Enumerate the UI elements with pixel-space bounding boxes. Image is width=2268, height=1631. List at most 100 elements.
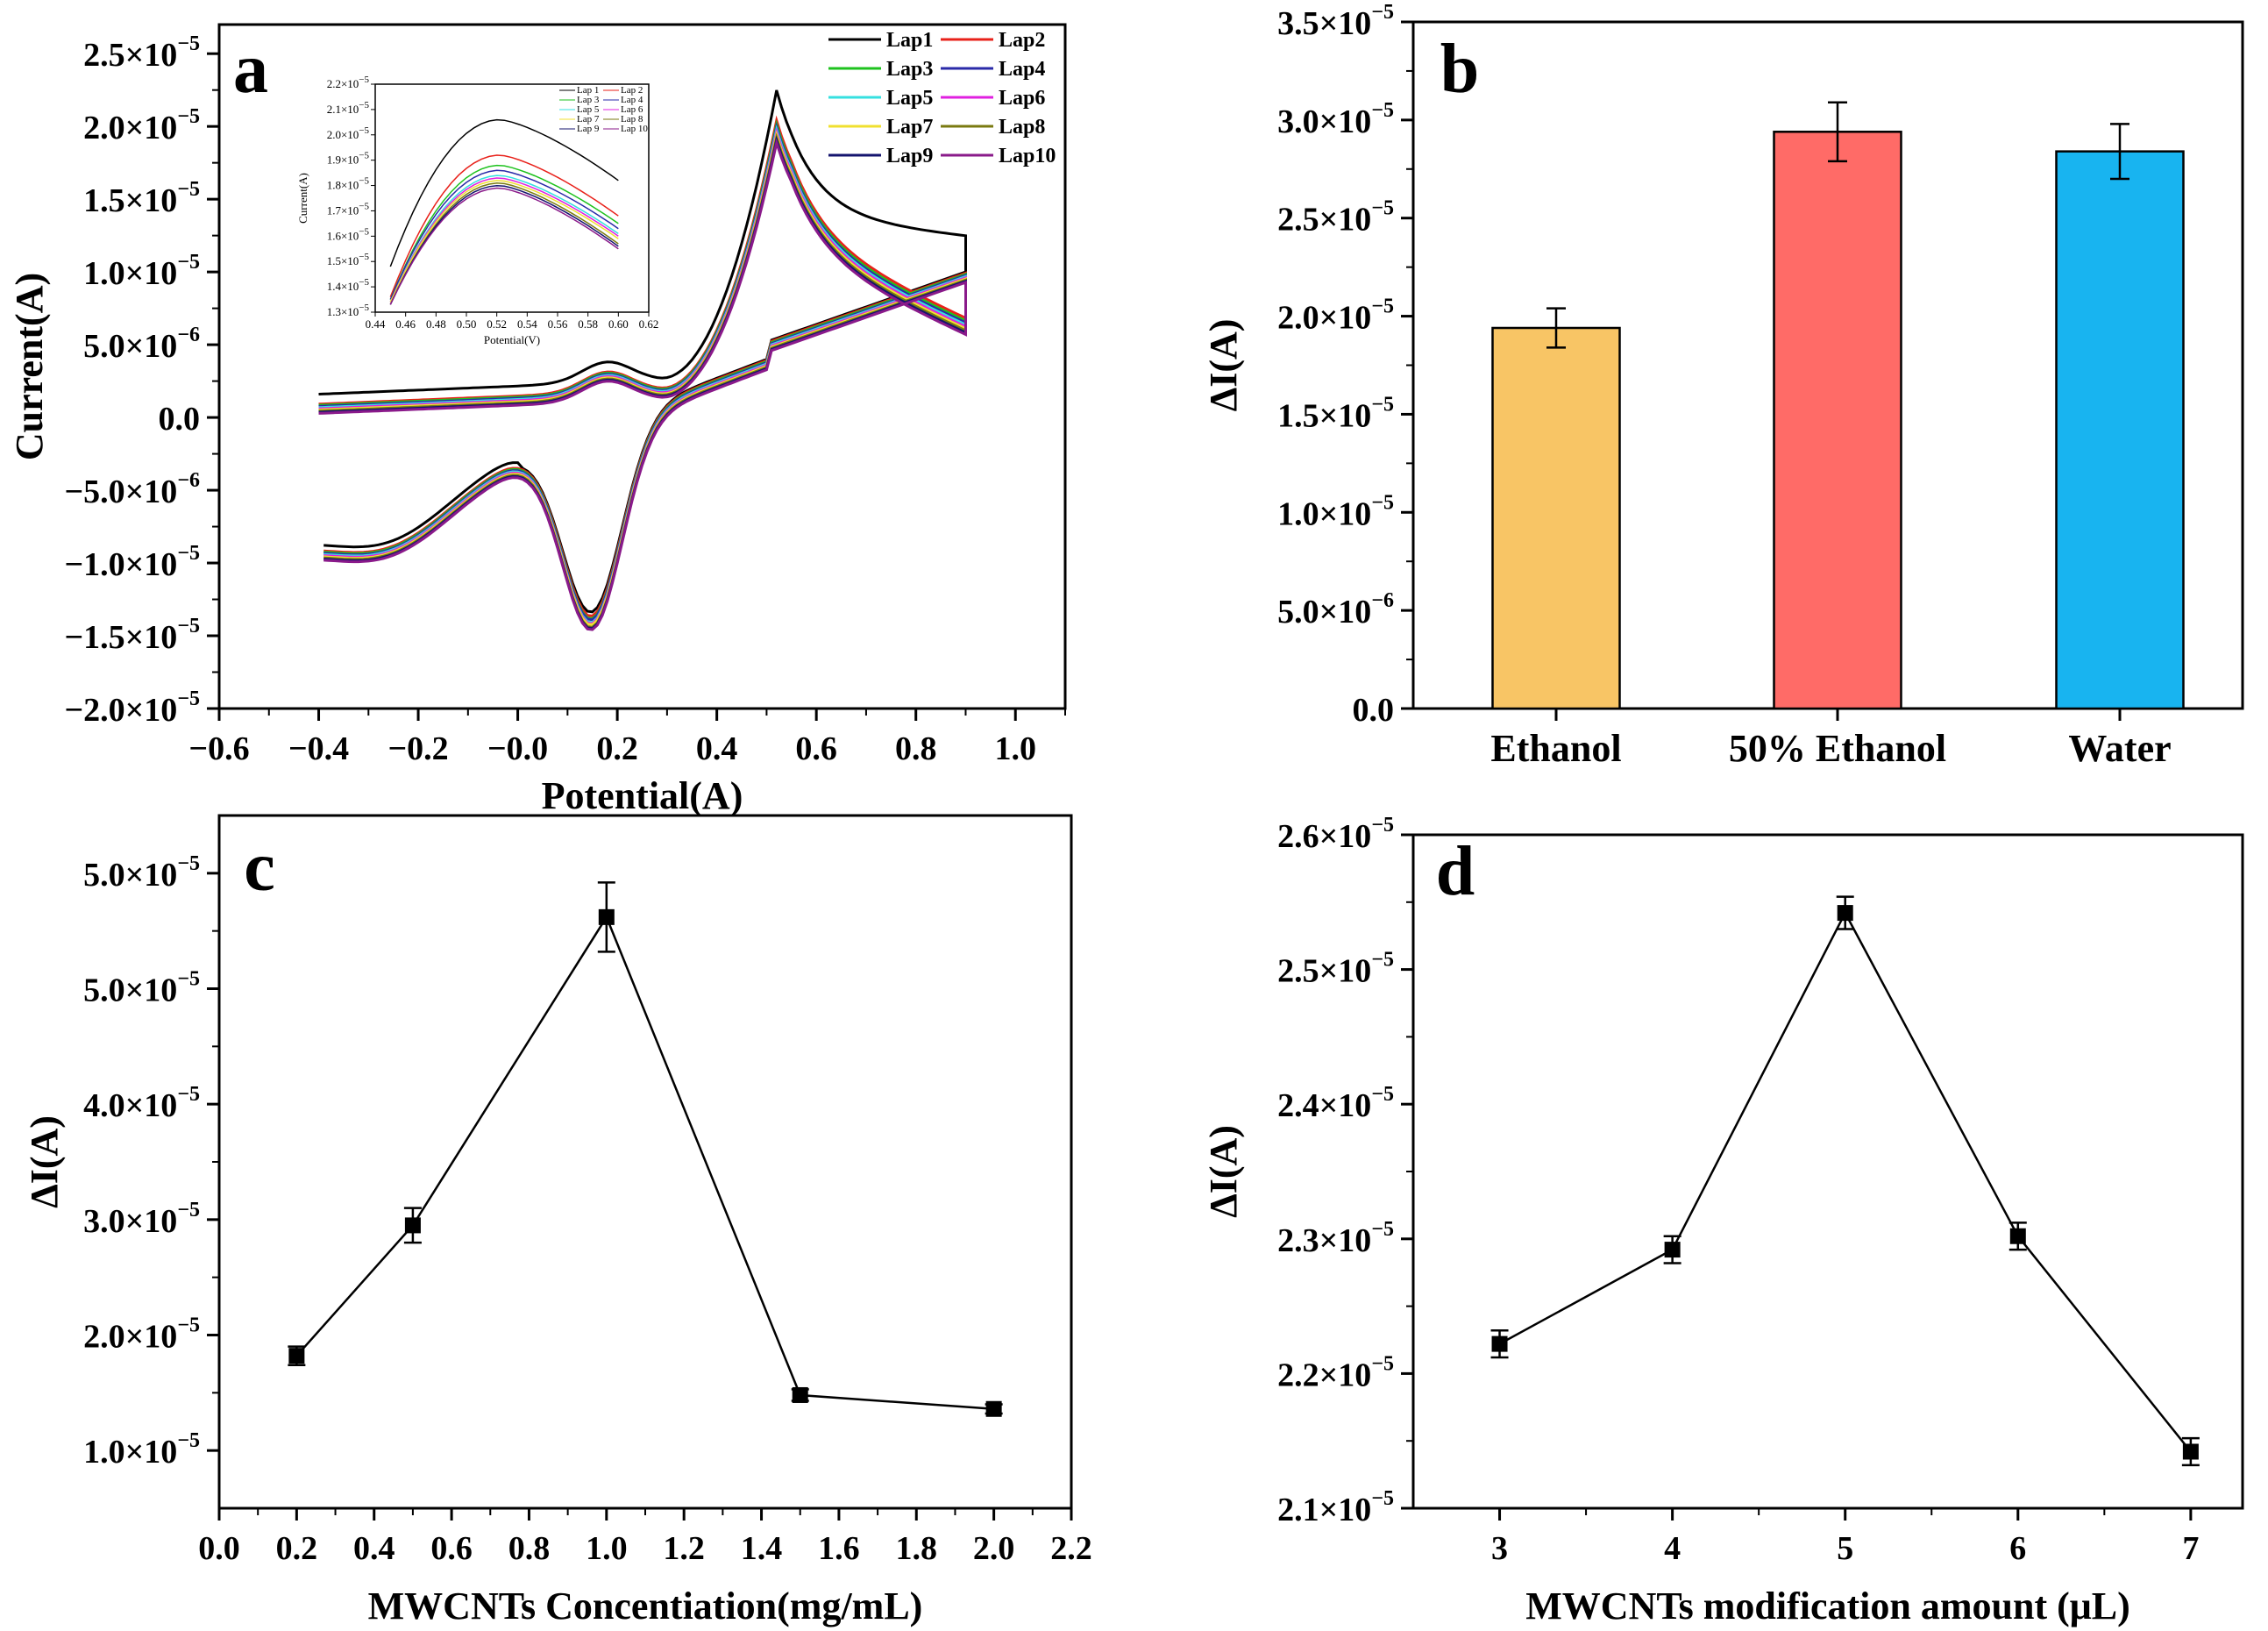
y-tick-label: 1.0×10−5 [1277,491,1394,532]
inset-y-tick-label: 2.2×10−5 [327,75,370,90]
inset-x-tick-label: 0.46 [395,317,416,331]
tick-exponent: −5 [1371,1352,1394,1375]
y-tick-label: 1.5×10−5 [83,178,200,219]
tick-mantissa: 2.0×10 [83,110,177,146]
tick-mantissa: 0.0 [1353,692,1395,729]
tick-mantissa: 2.4×10 [1277,1087,1371,1124]
inset-y-tick-label: 1.6×10−5 [327,226,370,242]
category-label: Water [2068,727,2171,770]
tick-mantissa: 2.0×10 [327,128,359,141]
y-tick-label: 5.0×10−5 [83,968,200,1009]
tick-mantissa: 1.5×10 [83,182,177,219]
inset-legend-label: Lap 3 [577,95,600,105]
tick-mantissa: 5.0×10 [83,328,177,365]
inset-y-tick-label: 1.3×10−5 [327,303,370,318]
inset-legend-label: Lap 7 [577,114,600,125]
tick-exponent: −5 [177,251,200,274]
y-tick-label: −2.0×10−5 [65,687,201,729]
x-tick-label: 1.6 [818,1530,860,1567]
x-tick-label: 0.6 [795,730,837,767]
inset-x-tick-label: 0.58 [578,317,598,331]
legend-label: Lap9 [886,145,933,167]
tick-mantissa: −5.0×10 [65,474,178,510]
tick-mantissa: 5.0×10 [1277,594,1371,630]
y-tick-label: 5.0×10−6 [1277,589,1394,630]
tick-mantissa: 3.0×10 [1277,103,1371,140]
inset-y-tick-label: 1.7×10−5 [327,201,370,217]
x-tick-label: 1.4 [741,1530,783,1567]
data-point [792,1386,808,1403]
tick-mantissa: −1.5×10 [65,619,178,656]
data-point [985,1400,1002,1417]
inset-curve [389,177,619,303]
tick-mantissa: 0.0 [159,401,201,438]
tick-mantissa: 2.6×10 [1277,818,1371,855]
tick-exponent: −5 [177,1314,200,1337]
y-tick-label: 0.0 [159,401,201,438]
y-tick-label: 2.0×10−5 [83,105,200,146]
y-tick-label: 1.5×10−5 [1277,393,1394,434]
x-tick-label: 0.8 [895,730,937,767]
inset-curve [389,187,619,305]
tick-exponent: −6 [1371,589,1394,612]
x-tick-label: 3 [1491,1530,1508,1567]
panel-b: 3.5×10−53.0×10−52.5×10−52.0×10−51.5×10−5… [1202,1,2244,770]
inset-legend-label: Lap 6 [621,104,643,115]
tick-exponent: −5 [177,968,200,991]
x-tick-label: 7 [2182,1530,2199,1567]
tick-exponent: −5 [359,303,369,313]
x-tick-label: 0.4 [353,1530,395,1567]
inset-y-tick-label: 1.9×10−5 [327,151,370,167]
legend-label: Lap3 [886,58,933,81]
tick-mantissa: 3.0×10 [83,1203,177,1240]
tick-mantissa: 1.0×10 [1277,495,1371,532]
y-tick-label: 0.0 [1353,692,1395,729]
inset-legend-label: Lap 4 [621,95,643,105]
tick-mantissa: 1.3×10 [327,305,359,318]
tick-mantissa: 1.6×10 [327,229,359,242]
tick-exponent: −5 [359,75,369,85]
tick-mantissa: 2.0×10 [1277,300,1371,337]
x-tick-label: 2.0 [973,1530,1015,1567]
x-tick-label: 0.8 [508,1530,551,1567]
x-tick-label: 1.0 [994,730,1036,767]
data-line [295,915,994,1411]
tick-exponent: −5 [1371,949,1394,972]
tick-exponent: −5 [177,32,200,55]
inset-plot: 0.44 0.46 0.48 0.50 0.52 0.54 0.56 0.58 0.60 0.62… [296,75,658,346]
inset-x-tick-label: 0.54 [517,317,537,331]
inset-x-tick-label: 0.48 [426,317,446,331]
tick-exponent: −5 [359,125,369,136]
tick-exponent: −5 [177,615,200,637]
inset-x-tick-label: 0.60 [608,317,629,331]
inset-x-tick-label: 0.62 [639,317,659,331]
inset-curve [389,182,619,305]
tick-mantissa: 2.5×10 [1277,202,1371,239]
tick-exponent: −5 [1371,491,1394,514]
x-tick-label: 0.0 [198,1530,240,1567]
legend-label: Lap10 [999,145,1056,167]
y-tick-label: 2.0×10−5 [1277,296,1394,337]
tick-exponent: −5 [1371,197,1394,220]
y-tick-label: 3.5×10−5 [1277,1,1394,42]
legend-label: Lap6 [999,87,1045,110]
data-point [598,908,615,925]
panel-letter: b [1440,31,1480,108]
tick-mantissa: 1.0×10 [83,255,177,292]
inset-y-tick-label: 2.0×10−5 [327,125,370,141]
tick-mantissa: 1.5×10 [1277,397,1371,434]
x-tick-label: 1.0 [586,1530,628,1567]
tick-mantissa: 2.2×10 [1277,1357,1371,1393]
y-tick-label: 1.0×10−5 [83,251,200,292]
inset-legend-label: Lap 5 [577,104,600,115]
data-point [2182,1443,2199,1460]
panel-letter: c [244,829,275,906]
inset-y-tick-label: 1.8×10−5 [327,176,370,192]
x-tick-label: −0.4 [288,730,349,767]
x-tick-label: 6 [2009,1530,2026,1567]
bar-water [2055,150,2185,710]
data-point [1837,905,1853,922]
y-tick-label: 5.0×10−5 [83,852,200,894]
y-tick-label: 2.1×10−5 [1277,1487,1394,1528]
tick-exponent: −5 [177,178,200,201]
